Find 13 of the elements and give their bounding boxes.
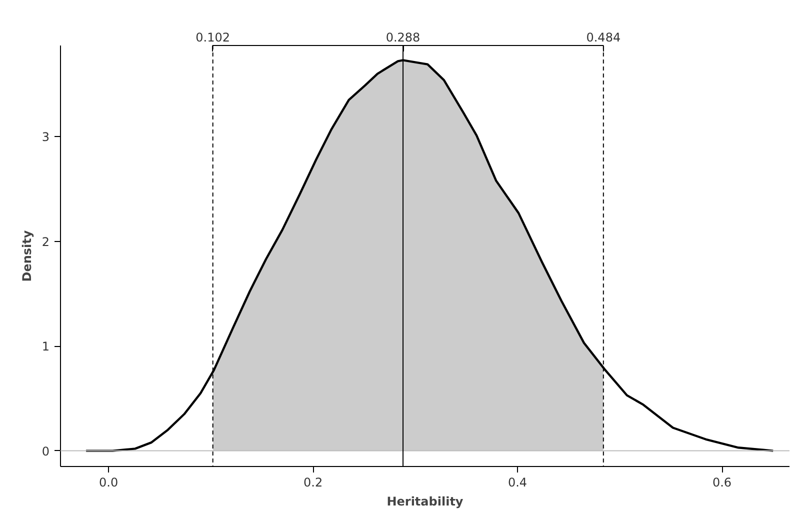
- y-tick-label: 3: [42, 130, 50, 144]
- x-tick-label: 0.0: [99, 476, 118, 490]
- x-axis-title: Heritability: [386, 494, 464, 508]
- ref-line-label: 0.288: [386, 30, 420, 44]
- y-tick-label: 1: [42, 340, 50, 354]
- x-tick-label: 0.2: [304, 476, 323, 490]
- y-tick-label: 2: [42, 234, 50, 249]
- x-tick-label: 0.6: [712, 476, 732, 490]
- y-axis-title: Density: [20, 230, 34, 282]
- x-tick-label: 0.4: [508, 476, 528, 490]
- ref-line-label: 0.484: [586, 30, 621, 44]
- ref-line-label: 0.102: [196, 30, 230, 44]
- y-tick-label: 0: [42, 444, 50, 458]
